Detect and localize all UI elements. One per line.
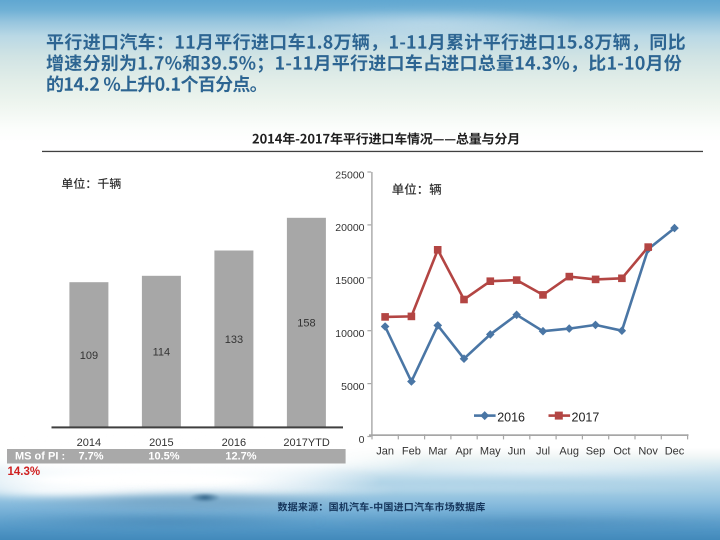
svg-text:14.3%: 14.3% [8,466,41,478]
svg-text:Jan: Jan [376,446,394,458]
svg-text:2017: 2017 [572,411,600,425]
svg-text:12.7%: 12.7% [225,451,256,463]
svg-text:Oct: Oct [613,446,630,458]
svg-text:2016: 2016 [222,437,246,449]
svg-text:158: 158 [297,318,315,330]
svg-text:20000: 20000 [335,222,364,234]
svg-text:10.5%: 10.5% [148,451,179,463]
svg-text:5000: 5000 [341,381,365,393]
svg-text:109: 109 [80,350,98,362]
svg-text:May: May [480,446,501,458]
svg-text:2017YTD: 2017YTD [283,437,330,449]
svg-text:Dec: Dec [665,446,685,458]
svg-text:0: 0 [359,434,365,446]
svg-text:114: 114 [153,347,171,359]
svg-text:Apr: Apr [455,446,472,458]
svg-text:Jun: Jun [508,446,526,458]
svg-text:133: 133 [225,334,243,346]
svg-text:2016: 2016 [497,411,525,425]
svg-text:15000: 15000 [335,275,364,287]
svg-text:25000: 25000 [335,169,364,181]
svg-text:Jul: Jul [536,446,550,458]
svg-text:MS of PI :: MS of PI : [15,451,65,463]
svg-text:2014: 2014 [77,437,101,449]
svg-text:10000: 10000 [335,328,364,340]
svg-text:2015: 2015 [149,437,173,449]
svg-text:Aug: Aug [559,446,579,458]
svg-text:Sep: Sep [586,446,606,458]
svg-text:Mar: Mar [428,446,447,458]
svg-text:Nov: Nov [638,446,658,458]
svg-text:Feb: Feb [402,446,421,458]
svg-text:7.7%: 7.7% [78,451,103,463]
